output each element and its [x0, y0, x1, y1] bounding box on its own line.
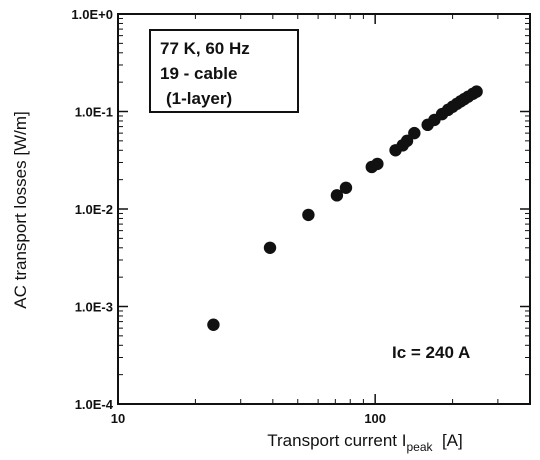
annotation-line-2: 19 - cable: [160, 64, 238, 83]
y-axis-label: AC transport losses [W/m]: [11, 111, 30, 308]
data-point: [207, 318, 220, 331]
x-axis-label-main: Transport current I: [267, 431, 406, 450]
data-point: [371, 157, 384, 171]
data-point: [400, 134, 414, 148]
data-point: [339, 181, 353, 194]
y-tick-label: 1.0E-3: [75, 300, 113, 315]
y-tick-label: 1.0E-4: [75, 397, 114, 412]
tick-labels-layer: 10 100 1.0E-4 1.0E-3 1.0E-2 1.0E-1 1.0E+0: [71, 7, 386, 426]
x-tick-label: 100: [364, 411, 386, 426]
points-layer: [207, 85, 483, 331]
data-point: [302, 208, 315, 222]
y-tick-label: 1.0E-2: [75, 202, 113, 217]
plot-frame: [117, 13, 531, 405]
data-point: [408, 126, 421, 140]
annotation-box-frame: [149, 29, 299, 113]
x-axis-label: Transport current Ipeak [A]: [267, 431, 462, 454]
data-point: [470, 85, 483, 98]
x-axis-label-unit: [A]: [433, 431, 463, 450]
y-tick-label: 1.0E-1: [75, 105, 113, 120]
annotation-line-1: 77 K, 60 Hz: [160, 39, 250, 58]
critical-current-annotation: Ic = 240 A: [392, 343, 470, 362]
y-tick-label: 1.0E+0: [71, 7, 113, 22]
annotation-box: 77 K, 60 Hz 19 - cable (1-layer): [149, 29, 299, 113]
annotation-line-3: (1-layer): [166, 89, 232, 108]
x-tick-label: 10: [111, 411, 125, 426]
x-axis-label-subscript: peak: [406, 440, 433, 454]
data-point: [263, 241, 277, 254]
data-point: [330, 189, 344, 202]
